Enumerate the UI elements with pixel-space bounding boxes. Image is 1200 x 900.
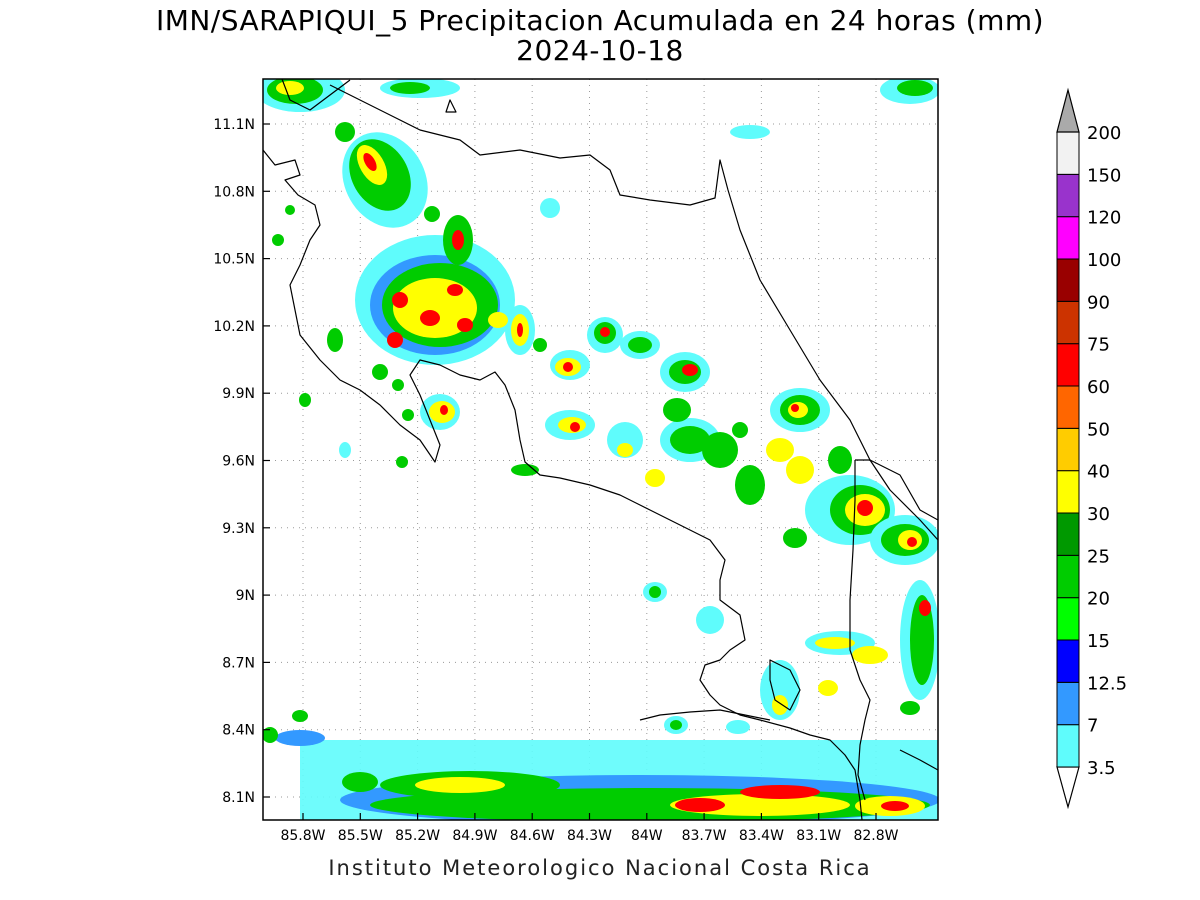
map-title: IMN/SARAPIQUI_5 Precipitacion Acumulada …: [155, 4, 1045, 37]
lon-tick-label: 85.2W: [395, 828, 440, 844]
lat-tick-label: 9.6N: [222, 454, 255, 470]
lat-tick-label: 9N: [236, 588, 255, 604]
footer-credit: Instituto Meteorologico Nacional Costa R…: [328, 856, 872, 880]
colorbar-label: 7: [1087, 716, 1098, 737]
coastlines: [263, 79, 938, 820]
colorbar-segment: [1056, 173, 1080, 218]
colorbar-label: 50: [1087, 419, 1110, 440]
colorbar-segment: [1056, 512, 1080, 556]
lat-tick-label: 11.1N: [213, 117, 255, 133]
colorbar-label: 150: [1087, 165, 1121, 186]
colorbar-segment: [1056, 258, 1080, 302]
lon-tick-label: 84W: [631, 828, 663, 844]
colorbar-under-triangle: [1056, 766, 1080, 810]
colorbar-segment: [1056, 216, 1080, 260]
lon-tick-label: 83.4W: [739, 828, 784, 844]
lon-tick-label: 85.8W: [280, 828, 325, 844]
lon-tick-label: 84.9W: [452, 828, 497, 844]
colorbar-label: 25: [1087, 546, 1110, 567]
colorbar-segment: [1056, 681, 1080, 726]
lat-tick-label: 10.5N: [213, 252, 255, 268]
colorbar: 3.5 7 12.5 15 20 25 30 40 50 60 75 90 100 120 150 200: [1056, 87, 1127, 810]
plot-frame: [262, 78, 939, 821]
longitude-axis: 85.8W 85.5W 85.2W 84.9W 84.6W 84.3W 84W 83.7W 83…: [280, 813, 899, 844]
colorbar-segment: [1056, 427, 1080, 472]
lat-tick-label: 8.1N: [222, 790, 255, 806]
lat-tick-label: 9.9N: [222, 386, 255, 402]
colorbar-label: 20: [1087, 589, 1110, 610]
lon-tick-label: 83.7W: [682, 828, 727, 844]
colorbar-label: 120: [1087, 208, 1121, 229]
colorbar-label: 75: [1087, 335, 1110, 356]
colorbar-label: 3.5: [1087, 758, 1116, 779]
colorbar-over-triangle: [1056, 87, 1080, 133]
colorbar-segment: [1056, 343, 1080, 387]
lon-tick-label: 84.6W: [510, 828, 555, 844]
colorbar-segment: [1056, 385, 1080, 429]
colorbar-label: 40: [1087, 462, 1110, 483]
lat-tick-label: 8.4N: [222, 723, 255, 739]
lon-tick-label: 85.5W: [338, 828, 383, 844]
colorbar-segment: [1056, 300, 1080, 345]
colorbar-segment: [1056, 131, 1080, 175]
lon-tick-label: 83.1W: [796, 828, 841, 844]
colorbar-segment: [1056, 470, 1080, 514]
colorbar-segment: [1056, 597, 1080, 641]
colorbar-label: 30: [1087, 504, 1110, 525]
rain-cells-north: [263, 79, 938, 468]
lat-tick-label: 8.7N: [222, 655, 255, 671]
colorbar-segment: [1056, 639, 1080, 683]
lat-tick-label: 10.8N: [213, 184, 255, 200]
lon-tick-label: 84.3W: [567, 828, 612, 844]
colorbar-label: 12.5: [1087, 673, 1127, 694]
colorbar-label: 60: [1087, 377, 1110, 398]
lat-tick-label: 10.2N: [213, 319, 255, 335]
map-date: 2024-10-18: [516, 34, 684, 67]
colorbar-segment: [1056, 724, 1080, 768]
lat-tick-label: 9.3N: [222, 521, 255, 537]
lon-tick-label: 82.8W: [853, 828, 898, 844]
colorbar-label: 200: [1087, 123, 1121, 144]
colorbar-label: 15: [1087, 631, 1110, 652]
rain-cells-east: [664, 388, 938, 734]
colorbar-segment: [1056, 554, 1080, 599]
colorbar-label: 100: [1087, 250, 1121, 271]
latitude-axis: 11.1N 10.8N 10.5N 10.2N 9.9N 9.6N 9.3N 9N 8.7N 8.…: [213, 117, 270, 806]
precipitation-field: [263, 79, 938, 820]
rain-band-south: [263, 710, 938, 820]
rain-cells-central: [511, 317, 748, 634]
colorbar-label: 90: [1087, 292, 1110, 313]
